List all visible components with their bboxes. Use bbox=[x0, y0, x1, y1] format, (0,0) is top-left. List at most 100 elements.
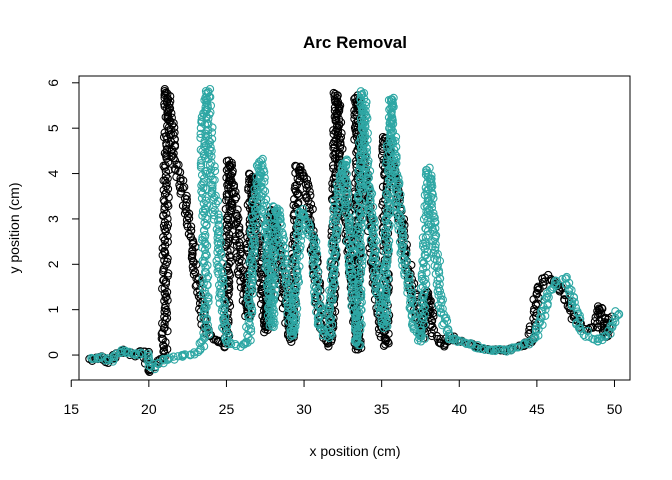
data-point bbox=[291, 258, 300, 268]
data-point bbox=[201, 263, 210, 272]
data-point bbox=[405, 273, 414, 283]
data-point bbox=[420, 250, 429, 259]
data-point bbox=[169, 130, 178, 139]
data-point bbox=[301, 180, 311, 189]
data-point bbox=[159, 276, 168, 285]
data-point bbox=[196, 133, 205, 143]
x-tick-label: 45 bbox=[529, 401, 545, 417]
data-point bbox=[369, 216, 378, 225]
data-point bbox=[399, 231, 408, 240]
data-point bbox=[370, 218, 379, 227]
y-tick-label: 5 bbox=[45, 124, 61, 132]
data-point bbox=[226, 257, 235, 266]
data-point bbox=[388, 164, 398, 173]
data-point bbox=[326, 292, 335, 301]
y-tick-label: 0 bbox=[45, 351, 61, 359]
data-point bbox=[288, 254, 297, 263]
data-point bbox=[181, 201, 191, 210]
data-point bbox=[89, 354, 99, 364]
data-point bbox=[533, 282, 543, 291]
data-point bbox=[165, 353, 174, 362]
data-point bbox=[439, 319, 449, 328]
data-point bbox=[327, 329, 336, 339]
data-point bbox=[196, 159, 206, 168]
data-point bbox=[235, 225, 244, 234]
x-tick-label: 20 bbox=[141, 401, 157, 417]
data-point bbox=[543, 289, 552, 298]
data-point bbox=[419, 298, 428, 307]
data-point bbox=[492, 345, 501, 354]
data-point bbox=[278, 254, 288, 263]
data-point bbox=[256, 182, 265, 191]
data-point bbox=[233, 205, 242, 214]
data-point bbox=[417, 270, 426, 279]
data-point bbox=[164, 354, 173, 364]
data-point bbox=[378, 197, 388, 206]
data-point bbox=[573, 309, 583, 318]
data-point bbox=[330, 112, 339, 121]
data-point bbox=[247, 267, 257, 277]
data-point bbox=[613, 311, 622, 320]
data-point bbox=[429, 237, 438, 246]
data-point bbox=[358, 109, 367, 118]
chart-title: Arc Removal bbox=[303, 33, 407, 52]
data-point bbox=[427, 179, 436, 188]
data-point bbox=[429, 194, 438, 203]
data-point bbox=[205, 150, 214, 159]
data-point bbox=[285, 284, 295, 293]
data-point bbox=[199, 183, 208, 193]
data-point bbox=[223, 215, 233, 224]
data-point bbox=[294, 276, 303, 285]
data-point bbox=[246, 254, 255, 263]
data-point bbox=[271, 276, 281, 285]
data-point bbox=[581, 332, 590, 341]
data-point bbox=[335, 149, 345, 158]
data-point bbox=[383, 219, 392, 229]
data-point bbox=[369, 253, 378, 262]
data-point bbox=[406, 302, 415, 312]
data-point bbox=[214, 210, 223, 219]
data-point bbox=[205, 160, 215, 169]
data-point bbox=[436, 334, 445, 344]
data-point bbox=[382, 228, 391, 237]
data-point bbox=[203, 280, 212, 290]
data-point bbox=[203, 320, 212, 330]
data-point bbox=[575, 311, 584, 320]
data-point bbox=[216, 275, 226, 284]
data-point bbox=[277, 239, 286, 248]
data-point bbox=[358, 89, 367, 99]
data-point bbox=[397, 247, 406, 256]
data-point bbox=[345, 223, 354, 232]
data-point bbox=[399, 237, 408, 246]
x-tick-label: 40 bbox=[451, 401, 467, 417]
data-point bbox=[384, 274, 393, 284]
data-point bbox=[291, 254, 300, 263]
data-point bbox=[356, 239, 365, 249]
data-point bbox=[157, 334, 166, 343]
data-point bbox=[302, 193, 311, 203]
data-point bbox=[427, 316, 436, 325]
data-point bbox=[355, 138, 364, 147]
data-point bbox=[357, 162, 366, 171]
data-point bbox=[324, 303, 333, 312]
data-point bbox=[214, 239, 223, 249]
data-point bbox=[391, 166, 400, 175]
data-point bbox=[343, 189, 353, 198]
data-point bbox=[291, 243, 300, 253]
data-point bbox=[268, 260, 278, 269]
data-point bbox=[328, 179, 337, 188]
points-layer bbox=[85, 84, 624, 377]
data-point bbox=[158, 244, 167, 253]
x-tick-label: 50 bbox=[607, 401, 623, 417]
data-point bbox=[423, 173, 433, 182]
data-point bbox=[503, 345, 512, 354]
data-point bbox=[382, 159, 391, 169]
data-point bbox=[235, 230, 245, 240]
y-tick-label: 1 bbox=[45, 306, 61, 314]
data-point bbox=[162, 305, 171, 315]
data-point bbox=[235, 222, 244, 232]
x-tick-label: 30 bbox=[296, 401, 312, 417]
series-2 bbox=[87, 84, 624, 374]
y-tick-label: 3 bbox=[45, 215, 61, 223]
data-point bbox=[356, 265, 366, 275]
